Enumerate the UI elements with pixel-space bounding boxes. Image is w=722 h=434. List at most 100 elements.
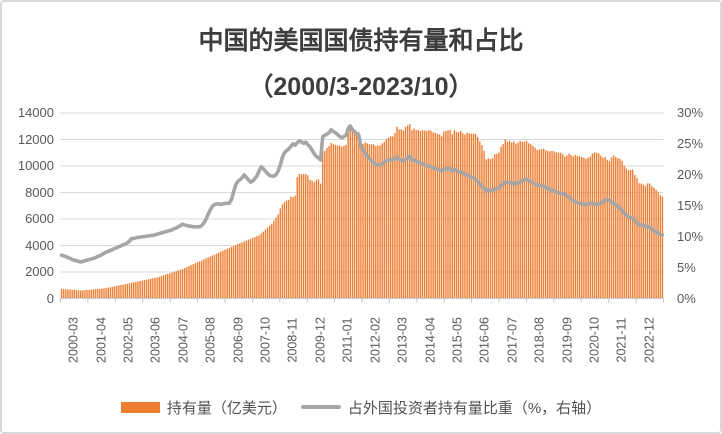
holdings-bar xyxy=(453,130,456,299)
holdings-bar xyxy=(145,279,148,299)
holdings-bar xyxy=(443,131,445,299)
holdings-bar xyxy=(457,132,460,299)
holdings-bar xyxy=(311,180,313,299)
holdings-bar xyxy=(487,158,490,299)
y-axis-label-left: 8000 xyxy=(25,184,54,200)
holdings-bar xyxy=(313,182,315,299)
holdings-bar xyxy=(436,133,439,299)
holdings-bar xyxy=(462,133,464,299)
holdings-bar xyxy=(557,152,560,299)
holdings-bar xyxy=(177,270,180,299)
holdings-bar xyxy=(434,132,436,299)
holdings-bar xyxy=(273,220,275,299)
holdings-bar xyxy=(455,131,458,299)
holdings-bar xyxy=(470,133,473,299)
holdings-bar xyxy=(551,151,553,299)
holdings-bar xyxy=(504,139,507,299)
holdings-bar xyxy=(302,174,305,299)
y-axis-label-right: 25% xyxy=(677,135,704,151)
holdings-bar xyxy=(290,196,292,299)
holdings-bar xyxy=(385,139,388,299)
holdings-bar xyxy=(220,251,222,299)
holdings-bar xyxy=(124,284,126,299)
x-axis-label: 2022-12 xyxy=(642,317,657,363)
holdings-bar xyxy=(347,125,349,299)
holdings-bar xyxy=(358,132,360,299)
holdings-bar xyxy=(322,151,324,299)
holdings-bar xyxy=(332,144,335,299)
holdings-bar xyxy=(513,141,515,299)
holdings-bar xyxy=(627,170,630,299)
holdings-bar xyxy=(381,143,383,299)
holdings-bar xyxy=(324,150,326,299)
holdings-bar xyxy=(135,281,137,299)
holdings-bar xyxy=(158,276,160,299)
holdings-bar xyxy=(279,208,281,299)
holdings-bar xyxy=(364,142,366,299)
holdings-bar xyxy=(207,257,209,299)
holdings-bar xyxy=(392,136,394,299)
holdings-bar xyxy=(113,286,116,299)
holdings-bar xyxy=(213,254,216,299)
holdings-bar xyxy=(77,290,80,299)
holdings-bar xyxy=(188,266,190,299)
holdings-bar xyxy=(576,156,579,299)
holdings-bar xyxy=(99,288,101,299)
y-axis-label-right: 5% xyxy=(677,259,696,275)
holdings-bar xyxy=(101,288,103,299)
holdings-bar xyxy=(610,157,613,299)
holdings-bar xyxy=(128,283,131,299)
x-axis-label: 2020-10 xyxy=(587,317,602,363)
holdings-bar xyxy=(111,286,114,299)
holdings-bar xyxy=(530,144,532,299)
x-axis-label: 2019-09 xyxy=(560,317,575,363)
x-axis-label: 2007-10 xyxy=(258,317,273,363)
holdings-bar xyxy=(502,144,504,299)
y-axis-label-right: 20% xyxy=(677,166,704,182)
holdings-bar xyxy=(508,140,511,299)
holdings-bar xyxy=(228,247,230,299)
holdings-bar xyxy=(330,142,332,299)
holdings-bar xyxy=(71,289,73,299)
holdings-bar xyxy=(298,173,301,299)
holdings-bar xyxy=(398,129,400,299)
holdings-bar xyxy=(152,278,154,299)
holdings-bar xyxy=(415,129,417,299)
holdings-bar xyxy=(604,156,606,299)
x-axis-label: 2018-08 xyxy=(532,317,547,363)
holdings-bar xyxy=(585,158,587,299)
holdings-bar xyxy=(372,144,375,299)
holdings-bar xyxy=(167,273,169,299)
holdings-bar xyxy=(122,284,124,299)
holdings-bar xyxy=(483,150,485,299)
holdings-bar xyxy=(383,141,385,299)
y-axis-label-right: 30% xyxy=(677,105,704,120)
holdings-bar xyxy=(360,145,362,299)
holdings-bar xyxy=(595,152,598,299)
x-axis-label: 2006-09 xyxy=(231,317,246,363)
holdings-bar xyxy=(432,132,434,299)
holdings-bar xyxy=(472,133,475,299)
holdings-bar xyxy=(411,130,413,299)
holdings-bar xyxy=(143,280,146,299)
holdings-bar xyxy=(90,289,92,299)
holdings-bar xyxy=(375,146,377,299)
holdings-bar xyxy=(192,264,194,299)
holdings-bar xyxy=(196,262,199,299)
holdings-bar xyxy=(587,157,589,299)
holdings-bar xyxy=(65,289,67,299)
holdings-bar xyxy=(343,145,345,299)
holdings-bar xyxy=(203,259,205,299)
y-axis-label-right: 10% xyxy=(677,228,704,244)
holdings-bar xyxy=(581,156,583,299)
holdings-bar xyxy=(247,239,250,299)
holdings-bar xyxy=(355,132,358,299)
holdings-bar xyxy=(561,154,564,299)
holdings-bar xyxy=(468,133,470,299)
holdings-bar xyxy=(608,160,611,299)
holdings-bar xyxy=(319,183,322,299)
holdings-bar xyxy=(262,231,264,299)
holdings-bar xyxy=(249,238,252,299)
